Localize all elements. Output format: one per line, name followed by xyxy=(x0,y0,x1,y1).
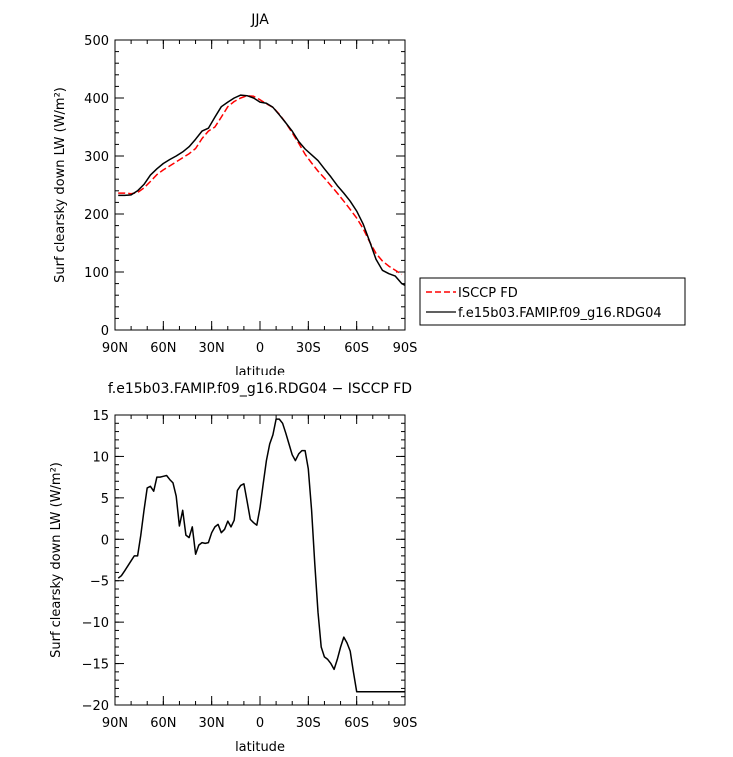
legend-label-isccp: ISCCP FD xyxy=(458,286,518,301)
x-tick-label: 60S xyxy=(344,341,369,356)
x-tick-label: 90N xyxy=(102,341,128,356)
x-axis-label: latitude xyxy=(235,740,285,755)
series-line-diff-0 xyxy=(117,418,405,693)
y-tick-label: −15 xyxy=(82,658,109,673)
x-tick-label: 90S xyxy=(393,341,418,356)
chart-jja: JJA 0 100 200 300 400 500 90N 60N 30N 0 30S 60S 90S… xyxy=(53,12,686,375)
x-tick-label: 90N xyxy=(102,716,128,731)
series-line-f-e15b03-famip-f09-g16-rdg04 xyxy=(118,94,406,286)
x-tick-label: 60N xyxy=(150,341,176,356)
legend-label-model: f.e15b03.FAMIP.f09_g16.RDG04 xyxy=(458,306,662,321)
y-tick-label: 500 xyxy=(84,34,109,49)
y-tick-label: 100 xyxy=(84,266,109,281)
y-tick-label: 15 xyxy=(92,409,109,424)
y-tick-label: 200 xyxy=(84,208,109,223)
y-tick-label: 300 xyxy=(84,150,109,165)
chart-difference: f.e15b03.FAMIP.f09_g16.RDG04 − ISCCP FD … xyxy=(49,381,418,755)
legend: ISCCP FD f.e15b03.FAMIP.f09_g16.RDG04 xyxy=(419,277,686,326)
y-tick-label: −10 xyxy=(82,616,109,631)
y-tick-label: −5 xyxy=(90,575,109,590)
y-tick-label: −20 xyxy=(82,699,109,714)
y-tick-label: 0 xyxy=(101,533,109,548)
x-tick-label: 30S xyxy=(296,341,321,356)
plot-frame xyxy=(114,414,406,706)
y-tick-label: 400 xyxy=(84,92,109,107)
x-tick-label: 60N xyxy=(150,716,176,731)
plot-frame xyxy=(114,39,406,331)
x-tick-label: 60S xyxy=(344,716,369,731)
x-tick-label: 0 xyxy=(256,716,264,731)
x-axis-label: latitude xyxy=(235,365,285,375)
x-tick-label: 90S xyxy=(393,716,418,731)
y-axis-label: Surf clearsky down LW (W/m²) xyxy=(49,462,64,658)
y-tick-label: 10 xyxy=(92,450,109,465)
x-tick-label: 30N xyxy=(199,716,225,731)
legend-box xyxy=(419,277,686,326)
x-tick-label: 0 xyxy=(256,341,264,356)
x-tick-label: 30S xyxy=(296,716,321,731)
chart-title: f.e15b03.FAMIP.f09_g16.RDG04 − ISCCP FD xyxy=(108,381,412,397)
y-tick-label: 0 xyxy=(101,324,109,339)
series-line-isccp-fd xyxy=(118,94,403,275)
y-tick-label: 5 xyxy=(101,492,109,507)
chart-title: JJA xyxy=(250,12,269,28)
y-axis-label: Surf clearsky down LW (W/m²) xyxy=(53,87,68,283)
x-tick-label: 30N xyxy=(199,341,225,356)
